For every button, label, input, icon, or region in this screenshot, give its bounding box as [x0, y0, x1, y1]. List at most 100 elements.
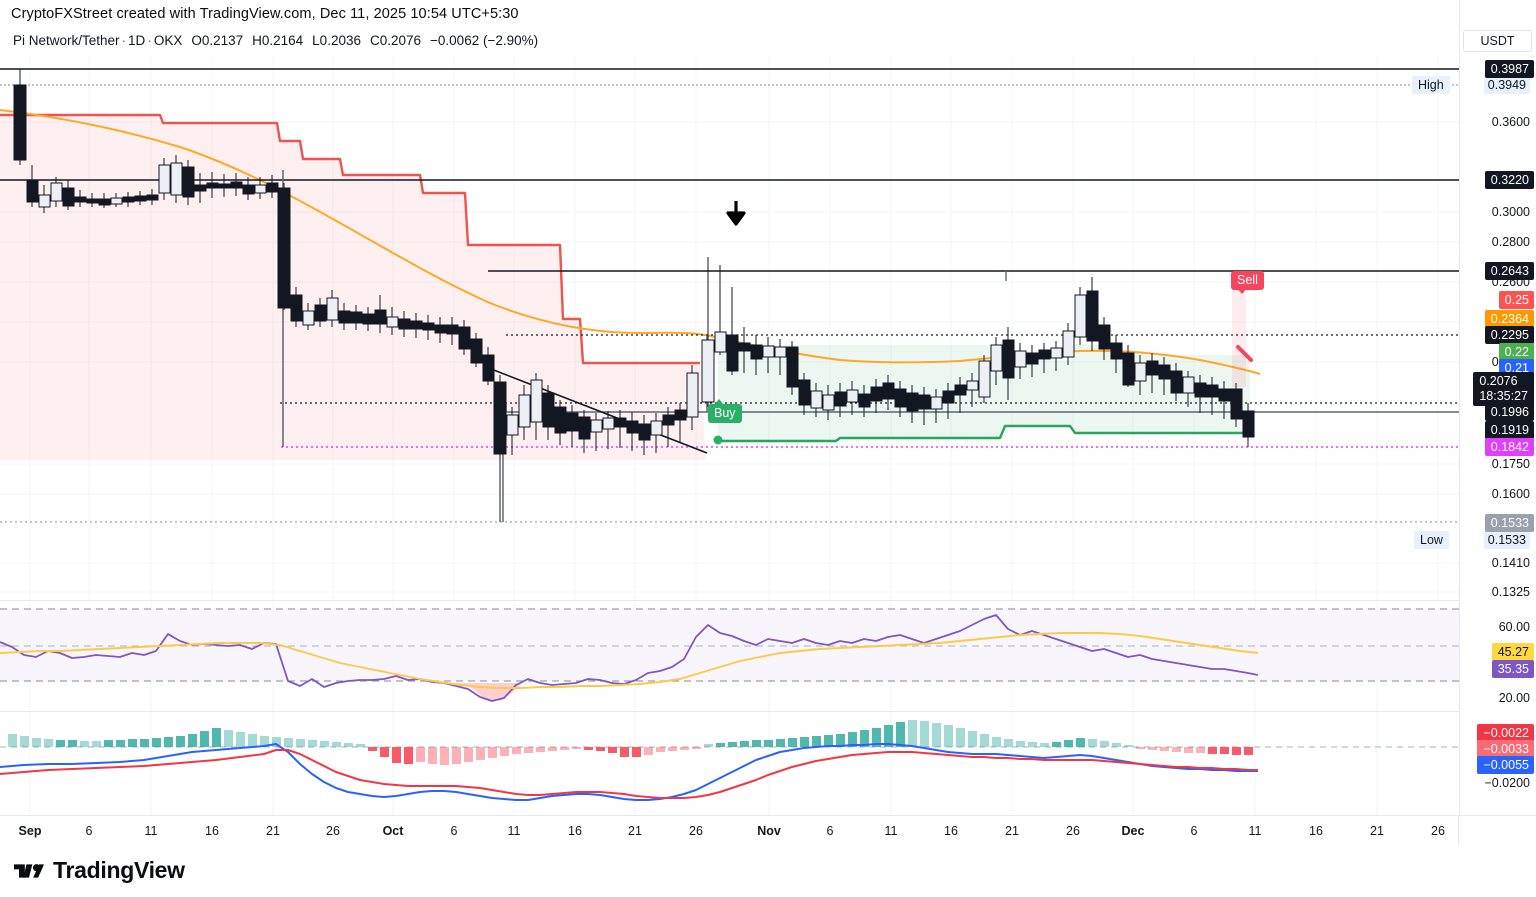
supertrend-line-bullish: [718, 424, 1250, 443]
rsi-moving-average: [0, 632, 1259, 689]
legend-exchange: OKX: [153, 33, 183, 48]
macd-chart-svg: [0, 712, 1459, 815]
period-high-value: 0.3949: [1483, 76, 1530, 94]
time-tick: 11: [507, 824, 521, 838]
chart-legend[interactable]: Pi Network/Tether · 1D · OKX O0.2137 H0.2164 L0…: [13, 33, 538, 48]
time-tick: 21: [1370, 824, 1384, 838]
macd-tick: −0.0200: [1484, 776, 1530, 790]
legend-separator-2: ·: [147, 33, 152, 48]
sell-signal-badge[interactable]: Sell: [1231, 271, 1264, 290]
currency-unit-label: USDT: [1463, 30, 1532, 52]
time-tick: 16: [944, 824, 958, 838]
candle-group-sep: [13, 69, 279, 213]
time-tick: 21: [266, 824, 280, 838]
price-tick: 0.2800: [1491, 235, 1530, 249]
time-tick: 26: [1431, 824, 1445, 838]
price-level-badge[interactable]: 0.2295: [1484, 326, 1534, 344]
current-price-badge[interactable]: 0.2076 18:35:27: [1473, 372, 1534, 406]
time-tick: 6: [85, 824, 93, 838]
time-tick: 6: [450, 824, 458, 838]
alert-level-badge[interactable]: 0.2364: [1484, 310, 1534, 328]
rsi-chart-svg: [0, 601, 1459, 711]
rsi-ma-badge[interactable]: 45.27: [1491, 643, 1534, 661]
tradingview-mark-icon: [14, 863, 44, 878]
time-tick: 26: [1066, 824, 1080, 838]
rsi-pane[interactable]: [0, 601, 1459, 711]
bar-countdown-timer: 18:35:27: [1479, 389, 1528, 403]
time-tick-sep: Sep: [18, 824, 42, 838]
legend-close: C0.2076: [369, 33, 422, 48]
macd-signal-line: [0, 749, 1258, 799]
time-tick: 11: [884, 824, 898, 838]
descending-trendline: [485, 366, 708, 454]
time-axis[interactable]: Sep 6 11 16 21 26 Oct 6 11 16 21 26 Nov …: [0, 815, 1536, 846]
macd-histogram-badge[interactable]: −0.0022: [1477, 724, 1534, 742]
time-tick: 26: [326, 824, 340, 838]
price-level-badge[interactable]: 0.2643: [1484, 262, 1534, 280]
rsi-tick: 60.00: [1498, 620, 1530, 634]
macd-histogram: [8, 720, 1253, 765]
tradingview-logo[interactable]: TradingView: [14, 857, 185, 884]
time-tick: 11: [144, 824, 158, 838]
time-tick: 16: [568, 824, 582, 838]
vertical-gridlines: [29, 55, 1439, 600]
tradingview-wordmark: TradingView: [53, 857, 185, 883]
price-level-badge[interactable]: 0.3220: [1484, 171, 1534, 189]
legend-symbol[interactable]: Pi Network/Tether: [13, 33, 120, 48]
candlestick-series: [13, 69, 1255, 522]
rsi-tick: 20.00: [1498, 691, 1530, 705]
macd-vertical-gridlines: [29, 712, 1378, 815]
price-level-badge[interactable]: 0.3987: [1484, 60, 1534, 78]
time-tick: 26: [689, 824, 703, 838]
macd-signal-badge[interactable]: −0.0033: [1477, 740, 1534, 758]
price-tick: 0.3600: [1491, 115, 1530, 129]
time-tick: 16: [205, 824, 219, 838]
time-tick: 11: [1248, 824, 1262, 838]
time-tick-nov: Nov: [757, 824, 781, 838]
time-axis-divider: [1458, 816, 1459, 846]
sell-highlight-band: [1232, 277, 1246, 387]
period-high-tag: High: [1412, 76, 1450, 94]
price-level-badge[interactable]: 0.1996: [1484, 403, 1534, 421]
supertrend-line-bearish: [0, 113, 700, 365]
buy-signal-badge[interactable]: Buy: [708, 404, 742, 423]
moving-average-orange: [0, 109, 1261, 375]
price-level-badge[interactable]: 0.1533: [1484, 514, 1534, 532]
time-tick-dec: Dec: [1121, 824, 1145, 838]
legend-open: O0.2137: [191, 33, 244, 48]
period-low-value: 0.1533: [1483, 531, 1530, 549]
price-chart-svg: [0, 55, 1459, 600]
sell-badge-tail: [1237, 288, 1247, 294]
period-low-tag: Low: [1414, 531, 1449, 549]
macd-value-badge[interactable]: −0.0055: [1477, 756, 1534, 774]
supertrend-bear-fill: [0, 115, 706, 460]
price-tick: 0.1600: [1491, 487, 1530, 501]
time-tick: 6: [1190, 824, 1198, 838]
price-tick: 0.1325: [1491, 585, 1530, 599]
alert-level-badge[interactable]: 0.25: [1498, 291, 1534, 309]
pane-separator-1: [0, 600, 1459, 601]
price-pane[interactable]: [0, 55, 1459, 600]
macd-pane[interactable]: [0, 712, 1459, 815]
price-level-badge[interactable]: 0.1842: [1484, 438, 1534, 456]
footer: TradingView: [0, 845, 1536, 897]
current-price-value: 0.2076: [1479, 374, 1518, 388]
rsi-line: [0, 614, 1259, 702]
buy-badge-tail: [714, 399, 724, 405]
attribution-text: CryptoFXStreet created with TradingView.…: [11, 6, 519, 22]
price-axis[interactable]: USDT 0.3600 0.3000 0.2800 0.2600 0.2400 …: [1412, 0, 1536, 815]
pane-separator-2: [0, 711, 1459, 712]
time-tick-oct: Oct: [382, 824, 404, 838]
price-level-badge[interactable]: 0.1919: [1484, 421, 1534, 439]
time-tick: 16: [1309, 824, 1323, 838]
alert-level-badge[interactable]: 0.22: [1498, 343, 1534, 361]
legend-high: H0.2164: [252, 33, 304, 48]
legend-interval[interactable]: 1D: [128, 33, 146, 48]
buy-anchor-dot: [713, 435, 723, 445]
time-tick: 6: [826, 824, 834, 838]
macd-line: [0, 743, 1258, 801]
rsi-value-badge[interactable]: 35.35: [1491, 660, 1534, 678]
sell-pointer-tail: [1236, 345, 1253, 362]
legend-separator-1: ·: [121, 33, 127, 48]
